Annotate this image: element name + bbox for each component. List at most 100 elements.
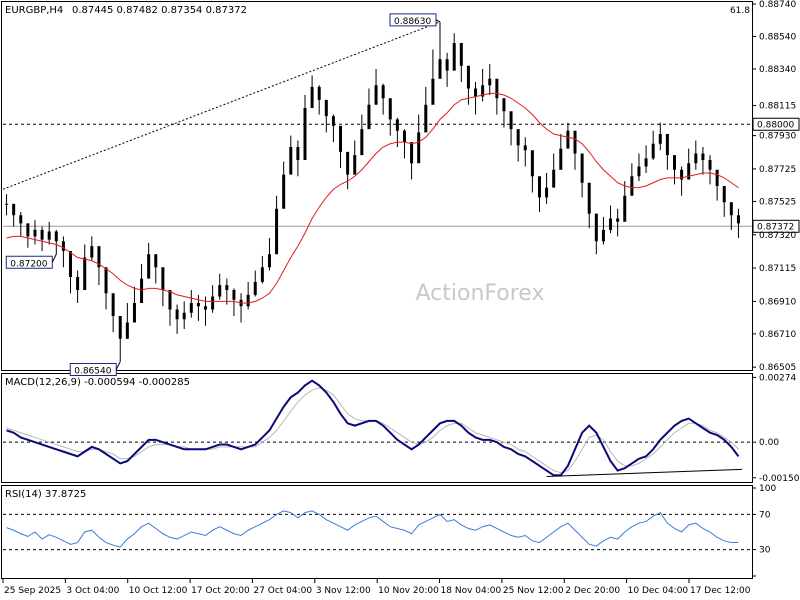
candle — [623, 181, 627, 222]
candle — [381, 83, 385, 115]
candle-body — [687, 163, 691, 180]
time-axis: 25 Sep 2025 3 Oct 04:00 10 Oct 12:00 17 Oct… — [2, 579, 751, 596]
price-annotations: 0.88630 0.87200 0.86540 — [5, 13, 441, 377]
candle — [452, 33, 456, 71]
candle — [545, 173, 549, 204]
candle-body — [140, 278, 144, 303]
candle — [658, 122, 662, 151]
candle — [587, 182, 591, 229]
moving-average-line[interactable] — [6, 92, 739, 304]
candlestick-series[interactable] — [5, 21, 740, 362]
candle-body — [303, 108, 307, 160]
candle-body — [12, 203, 16, 216]
candle — [573, 130, 577, 170]
candle-body — [154, 254, 158, 268]
price-tick-label: 0.87930 — [759, 132, 796, 142]
candle-body — [452, 43, 456, 71]
macd-lines[interactable] — [6, 379, 740, 477]
current-price-box — [752, 219, 800, 233]
candle — [601, 216, 605, 245]
candle-body — [132, 303, 136, 323]
candle — [331, 114, 335, 143]
candle — [54, 229, 58, 255]
candle-body — [502, 98, 506, 112]
candle — [367, 88, 371, 130]
candle-body — [90, 246, 94, 258]
macd-tick-label: 0.00274 — [759, 373, 796, 383]
candle — [729, 202, 733, 230]
candle — [168, 290, 172, 326]
price-tick-label: 0.86505 — [759, 363, 796, 373]
candle — [175, 304, 179, 334]
candle — [246, 281, 250, 310]
candle-body — [246, 294, 250, 307]
candle-body — [367, 104, 371, 130]
candle-body — [609, 218, 613, 230]
price-panel-frame — [1, 1, 753, 371]
candle — [275, 195, 279, 255]
candle — [672, 155, 676, 185]
candle — [111, 293, 115, 333]
candle — [488, 64, 492, 95]
rsi-axis: 100 70 30 — [752, 484, 776, 577]
candle-body — [111, 293, 115, 316]
price-tick-label: 0.88340 — [759, 65, 796, 75]
candle-body — [580, 153, 584, 183]
candle — [481, 69, 485, 102]
candle — [530, 150, 534, 193]
candle — [417, 114, 421, 164]
candle-body — [410, 142, 414, 164]
price-tick-label: 0.87320 — [759, 231, 796, 241]
candle — [509, 111, 513, 146]
candle — [69, 251, 73, 294]
price-tick-label: 0.88740 — [759, 0, 796, 10]
candle — [33, 220, 37, 245]
candle — [147, 242, 151, 279]
candle — [523, 137, 527, 167]
candle — [140, 264, 144, 303]
candle — [402, 129, 406, 159]
candle-body — [438, 59, 442, 79]
candle-body — [601, 229, 605, 242]
candle — [182, 301, 186, 329]
candle-body — [474, 88, 478, 97]
current-price-label: 0.87372 — [757, 222, 794, 232]
candle — [47, 221, 51, 245]
candle-body — [47, 231, 51, 240]
rsi-tick-label: 100 — [759, 484, 776, 494]
candle-body — [466, 65, 470, 89]
rsi-tick-label: 30 — [759, 546, 771, 556]
candle — [651, 130, 655, 160]
candle — [97, 246, 101, 286]
candle — [154, 254, 158, 284]
time-tick-label: 3 Oct 04:00 — [66, 586, 119, 596]
ma-polyline — [6, 92, 739, 304]
rsi-line[interactable] — [6, 510, 739, 548]
candle-body — [708, 160, 712, 170]
candle — [502, 98, 506, 128]
candle-body — [253, 281, 257, 295]
candle-body — [594, 213, 598, 242]
candle — [537, 176, 541, 212]
candle-body — [417, 132, 421, 164]
macd-trendline-segment — [546, 468, 743, 477]
candle-body — [125, 322, 129, 339]
candle — [132, 286, 136, 323]
price-tick-label: 0.88540 — [759, 33, 796, 43]
candle — [5, 194, 9, 216]
candle-body — [324, 99, 328, 117]
candle-body — [559, 148, 563, 170]
time-tick-label: 25 Nov 12:00 — [503, 586, 564, 596]
candle-body — [104, 267, 108, 294]
rsi-label: RSI(14) 37.8725 — [5, 489, 86, 500]
time-tick-label: 10 Nov 20:00 — [378, 586, 439, 596]
candle-body — [651, 143, 655, 159]
annotation-leader — [435, 19, 441, 23]
candle-body — [573, 130, 577, 154]
candle-body — [69, 251, 73, 277]
candle — [609, 205, 613, 234]
macd-label: MACD(12,26,9) -0.000594 -0.000285 — [5, 377, 190, 388]
candle-body — [623, 195, 627, 222]
candle — [282, 161, 286, 209]
